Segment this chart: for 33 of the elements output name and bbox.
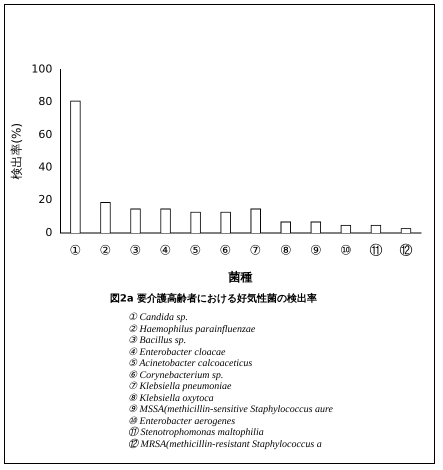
y-tick-label: 80 xyxy=(38,95,52,108)
x-tick-label: ② xyxy=(99,242,112,258)
x-tick-label: ⑥ xyxy=(220,242,232,258)
text: ⑥ Corynebacterium sp. xyxy=(128,370,224,381)
text: ⑦ Klebsiella pneumoniae xyxy=(128,381,232,392)
x-tick-label: ⑧ xyxy=(280,242,292,258)
x-tick-label: ⑪ xyxy=(369,242,382,258)
text: ⑩ Enterobacter aerogenes xyxy=(128,416,236,426)
y-tick-label: 20 xyxy=(38,193,52,206)
text: ② Haemophilus parainfluenzae xyxy=(128,324,256,335)
y-tick-label: 40 xyxy=(38,160,52,174)
x-axis-title: 菌種 xyxy=(228,270,253,284)
x-tick-label: ③ xyxy=(130,242,142,258)
text: ⑤ Acinetobacter calcoaceticus xyxy=(128,358,254,370)
y-tick-label: 100 xyxy=(31,62,52,76)
x-tick-label: ⑩ xyxy=(340,242,352,258)
text: ④ Enterobacter cloacae xyxy=(128,346,226,358)
x-tick-label: ① xyxy=(69,242,82,258)
x-tick-label: ⑨ xyxy=(310,242,322,258)
text: ⑪ Stenotrophomonas maltophilia xyxy=(128,427,265,438)
x-tick-label: ⑦ xyxy=(250,242,262,258)
text: ⑨ MSSA(methicillin-sensitive Staphylococcus aure xyxy=(128,404,333,416)
text: ① Candida sp. xyxy=(128,312,189,324)
text: ⑧ Klebsiella oxytoca xyxy=(128,392,215,404)
x-tick-label: ⑫ xyxy=(399,242,412,258)
text: ⑫ MRSA(methicillin-resistant Staphylococcus a xyxy=(128,438,323,450)
text: ③ Bacillus sp. xyxy=(128,335,188,346)
y-axis-title: 検出率(%) xyxy=(9,122,24,180)
x-tick-label: ④ xyxy=(160,242,172,258)
y-tick-label: 60 xyxy=(38,128,52,141)
y-tick-label: 0 xyxy=(45,226,52,239)
x-tick-label: ⑤ xyxy=(190,242,202,258)
text: 図2a 要介護高齢者における好気性菌の検出率 xyxy=(110,292,318,305)
